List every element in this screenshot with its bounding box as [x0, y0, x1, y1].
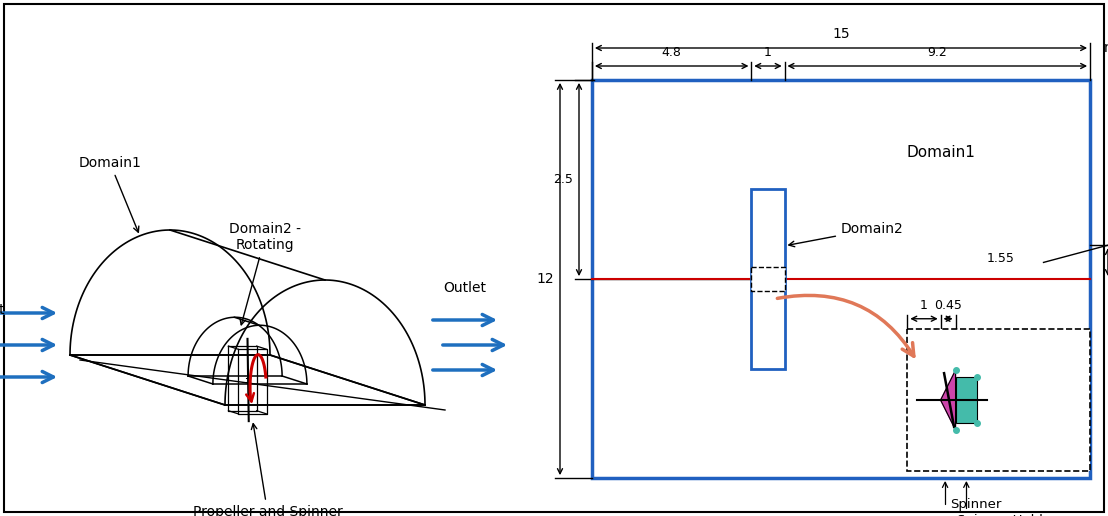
- Text: 9.2: 9.2: [927, 46, 947, 59]
- Bar: [907, 329, 1090, 472]
- Text: 4.8: 4.8: [661, 46, 681, 59]
- Text: 1: 1: [920, 299, 927, 312]
- Text: 1.55: 1.55: [986, 252, 1014, 265]
- Text: Domain1: Domain1: [906, 146, 975, 160]
- Polygon shape: [941, 370, 955, 430]
- Text: Domain2 -
Rotating: Domain2 - Rotating: [229, 222, 301, 325]
- Text: Propeller and Spinner: Propeller and Spinner: [193, 424, 342, 516]
- Text: Domain1: Domain1: [79, 156, 142, 232]
- Bar: [592, 80, 1090, 478]
- Text: Inlet: Inlet: [0, 303, 6, 317]
- Text: 0.45: 0.45: [934, 299, 962, 312]
- Text: Outlet: Outlet: [443, 281, 486, 295]
- Bar: [955, 377, 977, 423]
- Text: Spinner: Spinner: [943, 482, 1002, 511]
- Text: 15: 15: [832, 27, 850, 41]
- Text: Spinner Holder: Spinner Holder: [957, 482, 1057, 516]
- Text: Domain2: Domain2: [789, 222, 904, 247]
- Text: 2.5: 2.5: [553, 173, 573, 186]
- FancyArrowPatch shape: [778, 295, 914, 356]
- Text: m: m: [1104, 41, 1108, 55]
- Text: 1: 1: [765, 46, 772, 59]
- Bar: [751, 189, 784, 368]
- Bar: [751, 267, 784, 291]
- Text: 12: 12: [536, 272, 554, 286]
